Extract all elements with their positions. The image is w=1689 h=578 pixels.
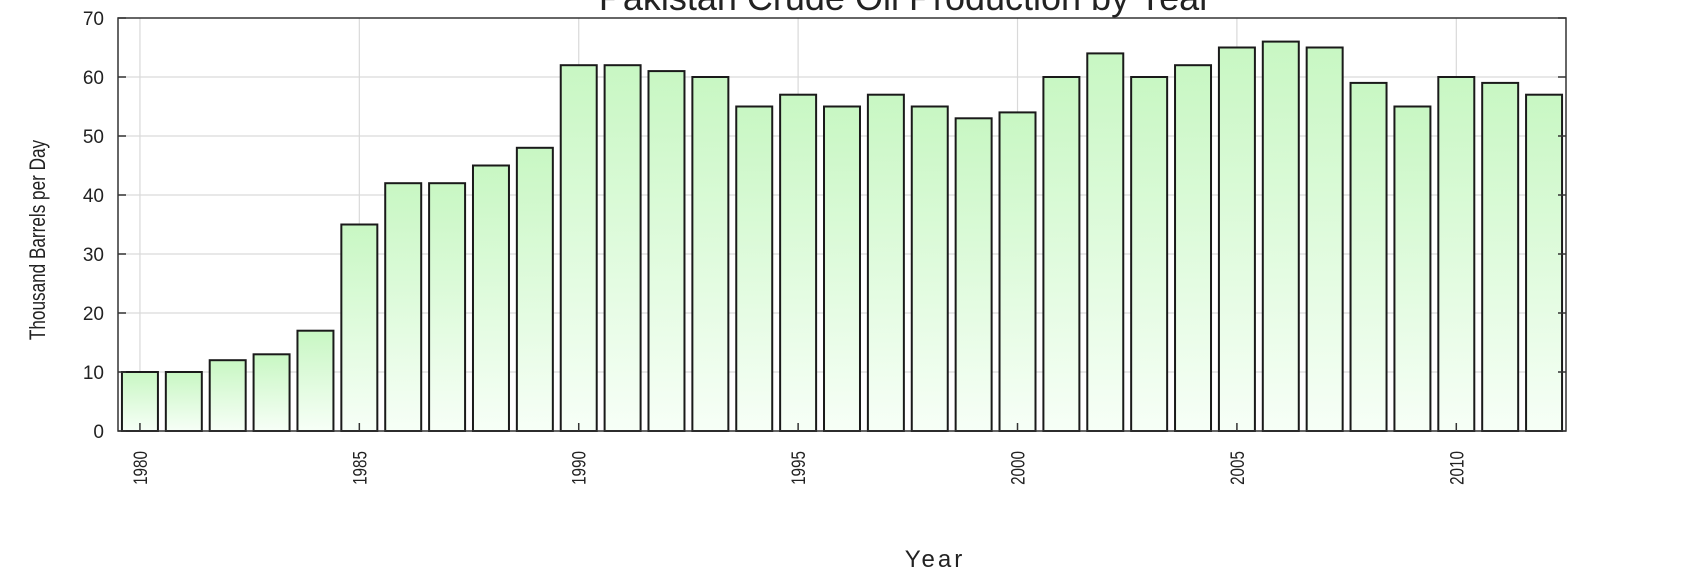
bar xyxy=(603,64,642,432)
x-tick-label: 1995 xyxy=(787,451,809,485)
bar xyxy=(1086,52,1125,433)
bar xyxy=(866,93,905,432)
bar xyxy=(954,117,993,433)
y-tick-label: 40 xyxy=(83,186,104,207)
y-axis-label: Thousand Barrels per Day xyxy=(26,140,51,340)
bar xyxy=(691,76,730,432)
bar xyxy=(1130,76,1169,432)
chart-title: Pakistan Crude Oil Production by Year xyxy=(599,0,1211,18)
bar xyxy=(515,146,554,433)
bar xyxy=(340,223,379,432)
x-tick-label: 1990 xyxy=(568,451,590,485)
x-axis-label: Year xyxy=(905,546,966,573)
bar xyxy=(1042,76,1081,432)
bar xyxy=(1481,81,1520,433)
bars xyxy=(120,40,1564,433)
bar xyxy=(164,371,203,432)
y-tick-label: 20 xyxy=(83,304,104,325)
bar xyxy=(1305,46,1344,432)
y-tick-label: 50 xyxy=(83,127,104,148)
x-tick-label: 1980 xyxy=(129,451,151,485)
bar xyxy=(735,105,774,432)
plot-frame xyxy=(117,17,1567,432)
bar xyxy=(1525,93,1564,432)
y-ticks: 0 10 20 30 40 50 60 70 xyxy=(83,9,1566,443)
bar xyxy=(779,93,818,432)
bar xyxy=(1349,81,1388,433)
bar xyxy=(428,182,467,432)
x-tick-label: 2005 xyxy=(1226,451,1248,485)
bar xyxy=(1437,76,1476,432)
bar xyxy=(208,359,247,433)
y-tick-label: 0 xyxy=(93,422,104,443)
bar xyxy=(559,64,598,432)
bar xyxy=(823,105,861,432)
y-tick-label: 10 xyxy=(83,363,104,384)
bar xyxy=(120,371,159,432)
bar xyxy=(1261,40,1300,432)
x-tick-label: 2000 xyxy=(1007,451,1029,485)
bar xyxy=(471,164,510,432)
bar xyxy=(910,105,949,432)
bar xyxy=(998,111,1037,433)
bar xyxy=(296,329,335,433)
bar xyxy=(1217,46,1256,432)
bar xyxy=(647,70,686,432)
bar xyxy=(1174,64,1213,432)
bar xyxy=(384,182,423,432)
y-tick-label: 70 xyxy=(83,9,104,30)
x-tick-label: 2010 xyxy=(1446,451,1468,485)
bar xyxy=(1393,105,1432,432)
x-tick-label: 1985 xyxy=(349,451,371,485)
y-tick-label: 30 xyxy=(83,245,104,266)
x-ticks: 1980 1985 1990 1995 2000 2005 2010 xyxy=(129,423,1468,485)
bar xyxy=(252,353,291,432)
y-tick-label: 60 xyxy=(83,68,104,89)
